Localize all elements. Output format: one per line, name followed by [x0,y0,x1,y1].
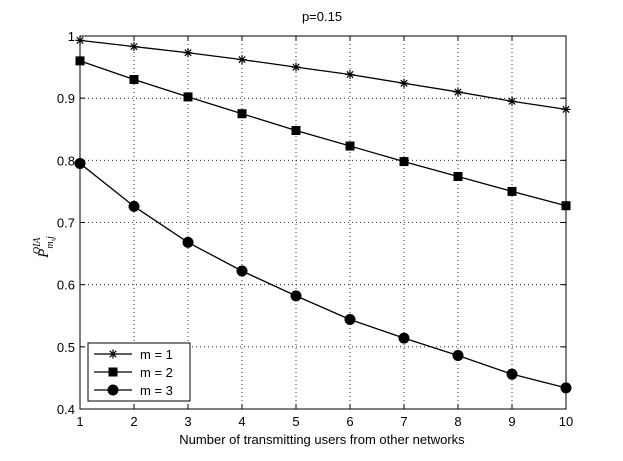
legend-label: m = 3 [140,383,173,398]
y-tick-label: 0.7 [57,216,75,231]
series-line [79,162,567,389]
data-point [507,96,517,106]
x-tick-label: 9 [508,414,515,429]
data-point [237,109,247,119]
data-point [291,125,301,135]
series-1 [75,35,571,114]
data-point [182,236,194,248]
data-point [236,265,248,277]
legend-entry: m = 3 [94,383,173,398]
series-line [79,39,567,110]
asterisk-stroke [454,88,462,96]
data-point [290,290,302,302]
y-tick-label: 0.5 [57,340,75,355]
x-tick-label: 4 [238,414,245,429]
data-point [345,141,355,151]
data-point [453,171,463,181]
asterisk-stroke [109,350,117,358]
data-point [507,186,517,196]
legend-marker [107,384,119,396]
legend: m = 1 m = 2 m = 3 [87,342,191,402]
data-point [129,42,139,52]
x-tick-label: 5 [292,414,299,429]
y-axis-label: Pm,jOIA [32,236,56,259]
legend-marker [108,367,118,377]
x-axis-label: Number of transmitting users from other … [179,432,465,447]
asterisk-stroke [238,55,246,64]
chart-title: p=0.15 [302,9,342,24]
x-tick-label: 2 [130,414,137,429]
asterisk-stroke [400,79,408,87]
x-tick-label: 10 [559,414,573,429]
asterisk-stroke [508,97,516,105]
data-point [453,87,463,97]
data-point [237,55,247,65]
y-tick-label: 0.4 [57,402,75,417]
data-point [399,78,409,88]
data-point [183,92,193,102]
axis-ticks: 1 2 3 4 5 6 7 8 9 10 0.4 0.5 0.6 0.7 0.8 0.9 1 [57,29,573,429]
legend-label: m = 2 [140,365,173,380]
legend-label: m = 1 [140,347,173,362]
y-tick-label: 0.8 [57,153,75,168]
x-tick-label: 8 [454,414,461,429]
data-point [344,313,356,325]
data-point [398,332,410,344]
asterisk-stroke [292,63,300,71]
legend-entry: m = 1 [94,347,173,362]
series-line [79,60,567,207]
x-tick-label: 6 [346,414,353,429]
asterisk-stroke [346,70,354,79]
data-point [452,350,464,362]
y-tick-label: 1 [68,29,75,44]
data-point [399,157,409,167]
legend-entry: m = 2 [94,365,173,380]
data-point [291,62,301,72]
data-point [345,70,355,80]
y-tick-label: 0.9 [57,91,75,106]
x-tick-label: 3 [184,414,191,429]
data-point [128,200,140,212]
data-point [183,48,193,58]
legend-marker [108,349,118,359]
series-3 [74,157,572,394]
data-point [506,368,518,380]
y-tick-label: 0.6 [57,278,75,293]
data-point [129,75,139,85]
asterisk-stroke [130,42,138,51]
x-tick-label: 1 [76,414,83,429]
asterisk-stroke [184,49,192,57]
x-tick-label: 7 [400,414,407,429]
